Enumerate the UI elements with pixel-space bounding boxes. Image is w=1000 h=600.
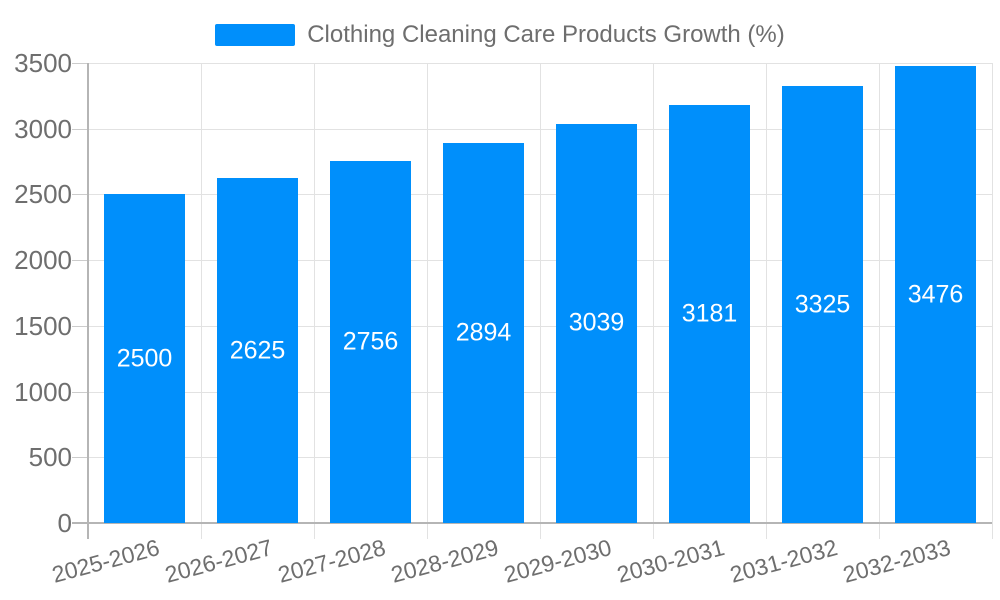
bar-2031-2032[interactable] [782,86,863,523]
bar-value-label: 2500 [116,344,173,373]
legend-marker-icon [215,24,296,46]
y-axis-tick [72,194,88,196]
x-tick-label: 2027-2028 [274,534,388,588]
x-gridline [427,63,428,523]
y-axis-tick [72,391,88,393]
x-gridline [540,63,541,523]
x-tick-label: 2026-2027 [161,534,275,588]
x-axis-tick [653,523,654,539]
x-tick-label: 2025-2026 [48,534,162,588]
y-axis-tick [72,260,88,262]
bar-2026-2027[interactable] [217,178,298,523]
bar-value-label: 2625 [229,336,286,364]
x-gridline [314,63,315,523]
y-tick-label: 2500 [14,179,72,210]
bar-2030-2031[interactable] [669,104,750,523]
bar-2028-2029[interactable] [443,142,524,523]
bar-value-label: 3325 [794,290,851,318]
bar-value-label: 3181 [681,299,738,328]
legend-label: Clothing Cleaning Care Products Growth (… [307,21,785,48]
x-tick-label: 2030-2031 [613,534,727,588]
y-tick-label: 3500 [14,48,72,78]
x-tick-label: 2029-2030 [500,534,614,588]
y-axis-tick [72,457,88,459]
y-tick-label: 1500 [14,310,72,341]
bar-2032-2033[interactable] [895,66,976,523]
bar-2027-2028[interactable] [330,160,411,523]
y-axis-tick [72,325,88,327]
y-axis-line [87,63,89,539]
y-tick-label: 3000 [14,113,72,144]
y-axis-tick [72,128,88,130]
x-gridline [879,63,880,523]
x-axis-tick [766,523,767,539]
y-tick-label: 1000 [14,376,72,407]
x-gridline [653,63,654,523]
x-tick-label: 2028-2029 [387,534,501,588]
bar-value-label: 3039 [568,308,625,337]
bar-value-label: 3476 [907,280,964,309]
bar-value-label: 2756 [342,327,399,356]
y-tick-label: 0 [57,508,72,538]
bar-2025-2026[interactable] [104,194,185,523]
x-axis-tick [540,523,541,539]
legend-item[interactable]: Clothing Cleaning Care Products Growth (… [0,21,1000,49]
y-tick-label: 500 [28,442,72,473]
bar-value-label: 2894 [455,318,512,347]
x-axis-tick [314,523,315,539]
y-tick-label: 2000 [14,245,72,276]
x-gridline [992,63,993,523]
x-gridline [201,63,202,523]
y-axis-tick [72,63,88,64]
bar-2029-2030[interactable] [556,123,637,523]
x-axis-tick [201,523,202,539]
x-axis-tick [427,523,428,539]
x-gridline [766,63,767,523]
x-axis-tick [992,523,993,539]
x-tick-label: 2031-2032 [726,534,840,588]
x-axis-tick [879,523,880,539]
x-tick-label: 2032-2033 [839,534,953,588]
x-axis-line [72,522,992,524]
